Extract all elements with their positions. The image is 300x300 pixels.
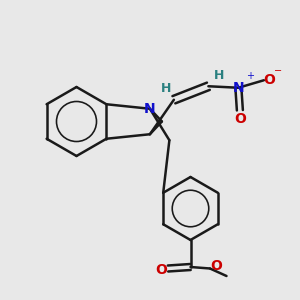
Text: H: H <box>214 69 224 82</box>
Text: O: O <box>263 73 275 87</box>
Text: O: O <box>155 263 167 277</box>
Text: N: N <box>144 102 156 116</box>
Text: N: N <box>232 81 244 95</box>
Text: O: O <box>234 112 246 126</box>
Text: O: O <box>211 259 223 272</box>
Text: −: − <box>274 66 282 76</box>
Text: H: H <box>161 82 172 95</box>
Text: +: + <box>246 71 254 81</box>
